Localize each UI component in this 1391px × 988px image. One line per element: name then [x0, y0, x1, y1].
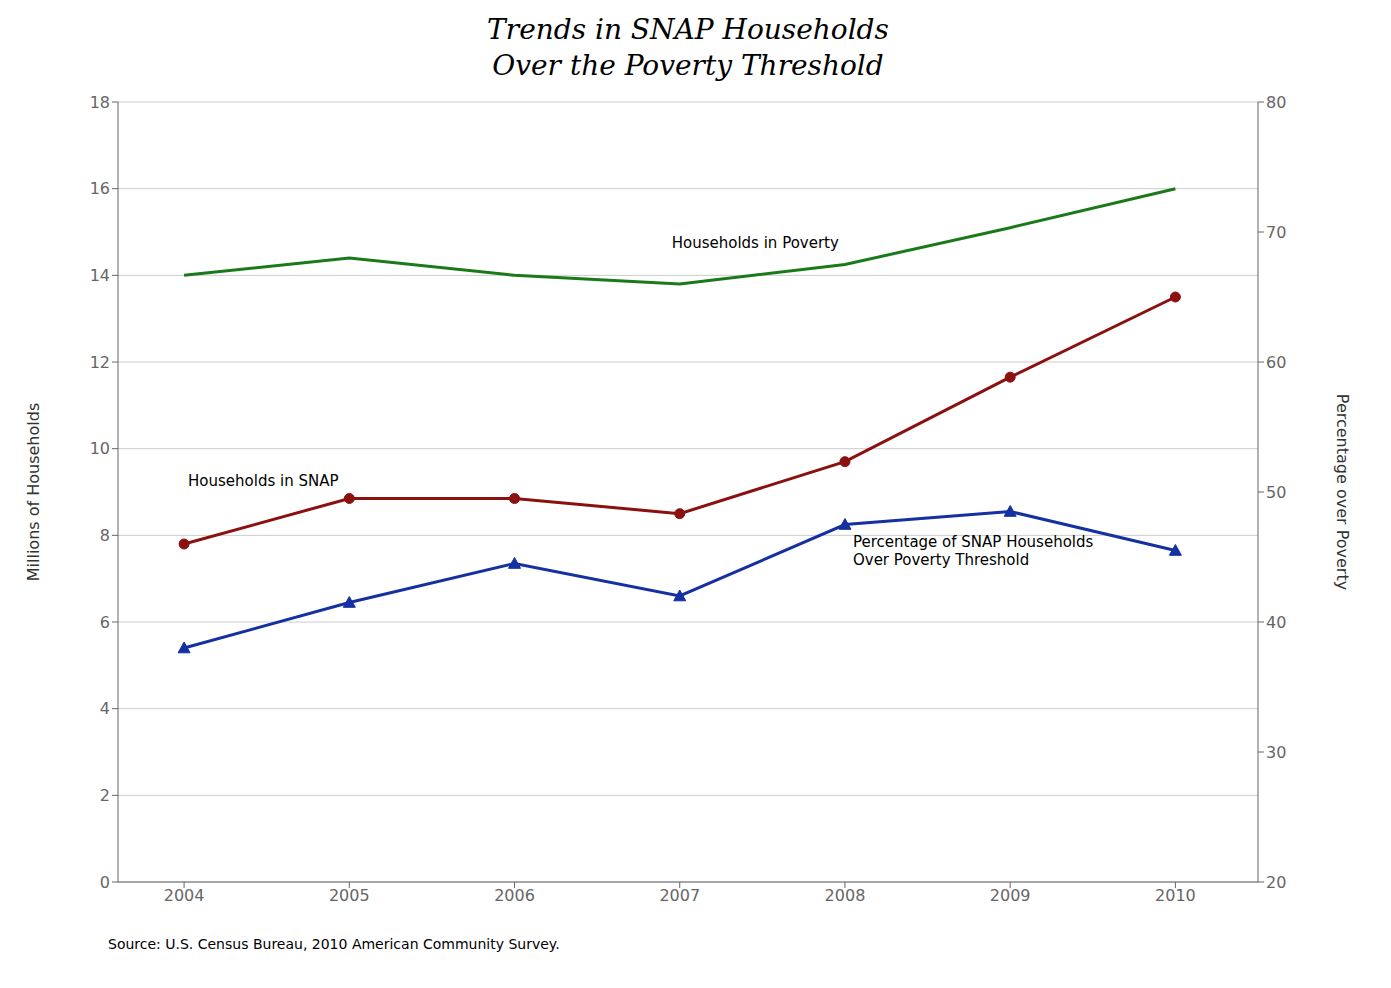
svg-text:60: 60 [1266, 353, 1286, 372]
svg-text:Percentage over Poverty: Percentage over Poverty [1333, 394, 1352, 590]
svg-text:Households in SNAP: Households in SNAP [188, 472, 338, 490]
svg-text:20: 20 [1266, 873, 1286, 892]
svg-text:4: 4 [100, 699, 110, 718]
svg-text:2007: 2007 [659, 886, 700, 905]
svg-text:6: 6 [100, 613, 110, 632]
svg-text:2009: 2009 [990, 886, 1031, 905]
svg-text:18: 18 [90, 93, 110, 112]
svg-text:2: 2 [100, 786, 110, 805]
svg-text:80: 80 [1266, 93, 1286, 112]
svg-text:16: 16 [90, 179, 110, 198]
html-text:Source: U.S. Census Bureau, 20: Source: U.S. Census Bureau, 2010 America… [108, 936, 560, 952]
svg-text:10: 10 [90, 439, 110, 458]
svg-text:8: 8 [100, 526, 110, 545]
svg-text:2010: 2010 [1155, 886, 1196, 905]
svg-text:12: 12 [90, 353, 110, 372]
svg-text:2005: 2005 [329, 886, 370, 905]
svg-text:40: 40 [1266, 613, 1286, 632]
svg-text:Percentage of SNAP HouseholdsO: Percentage of SNAP HouseholdsOver Povert… [853, 533, 1094, 569]
svg-text:50: 50 [1266, 483, 1286, 502]
svg-text:Households in Poverty: Households in Poverty [672, 234, 839, 252]
svg-text:2008: 2008 [825, 886, 866, 905]
svg-text:30: 30 [1266, 743, 1286, 762]
svg-text:14: 14 [90, 266, 110, 285]
svg-text:2004: 2004 [164, 886, 205, 905]
html-text:Trends in SNAP Households Over: Trends in SNAP Households Over the Pover… [487, 13, 889, 82]
svg-text:Millions of Households: Millions of Households [24, 403, 43, 581]
svg-text:70: 70 [1266, 223, 1286, 242]
svg-text:0: 0 [100, 873, 110, 892]
svg-text:2006: 2006 [494, 886, 535, 905]
